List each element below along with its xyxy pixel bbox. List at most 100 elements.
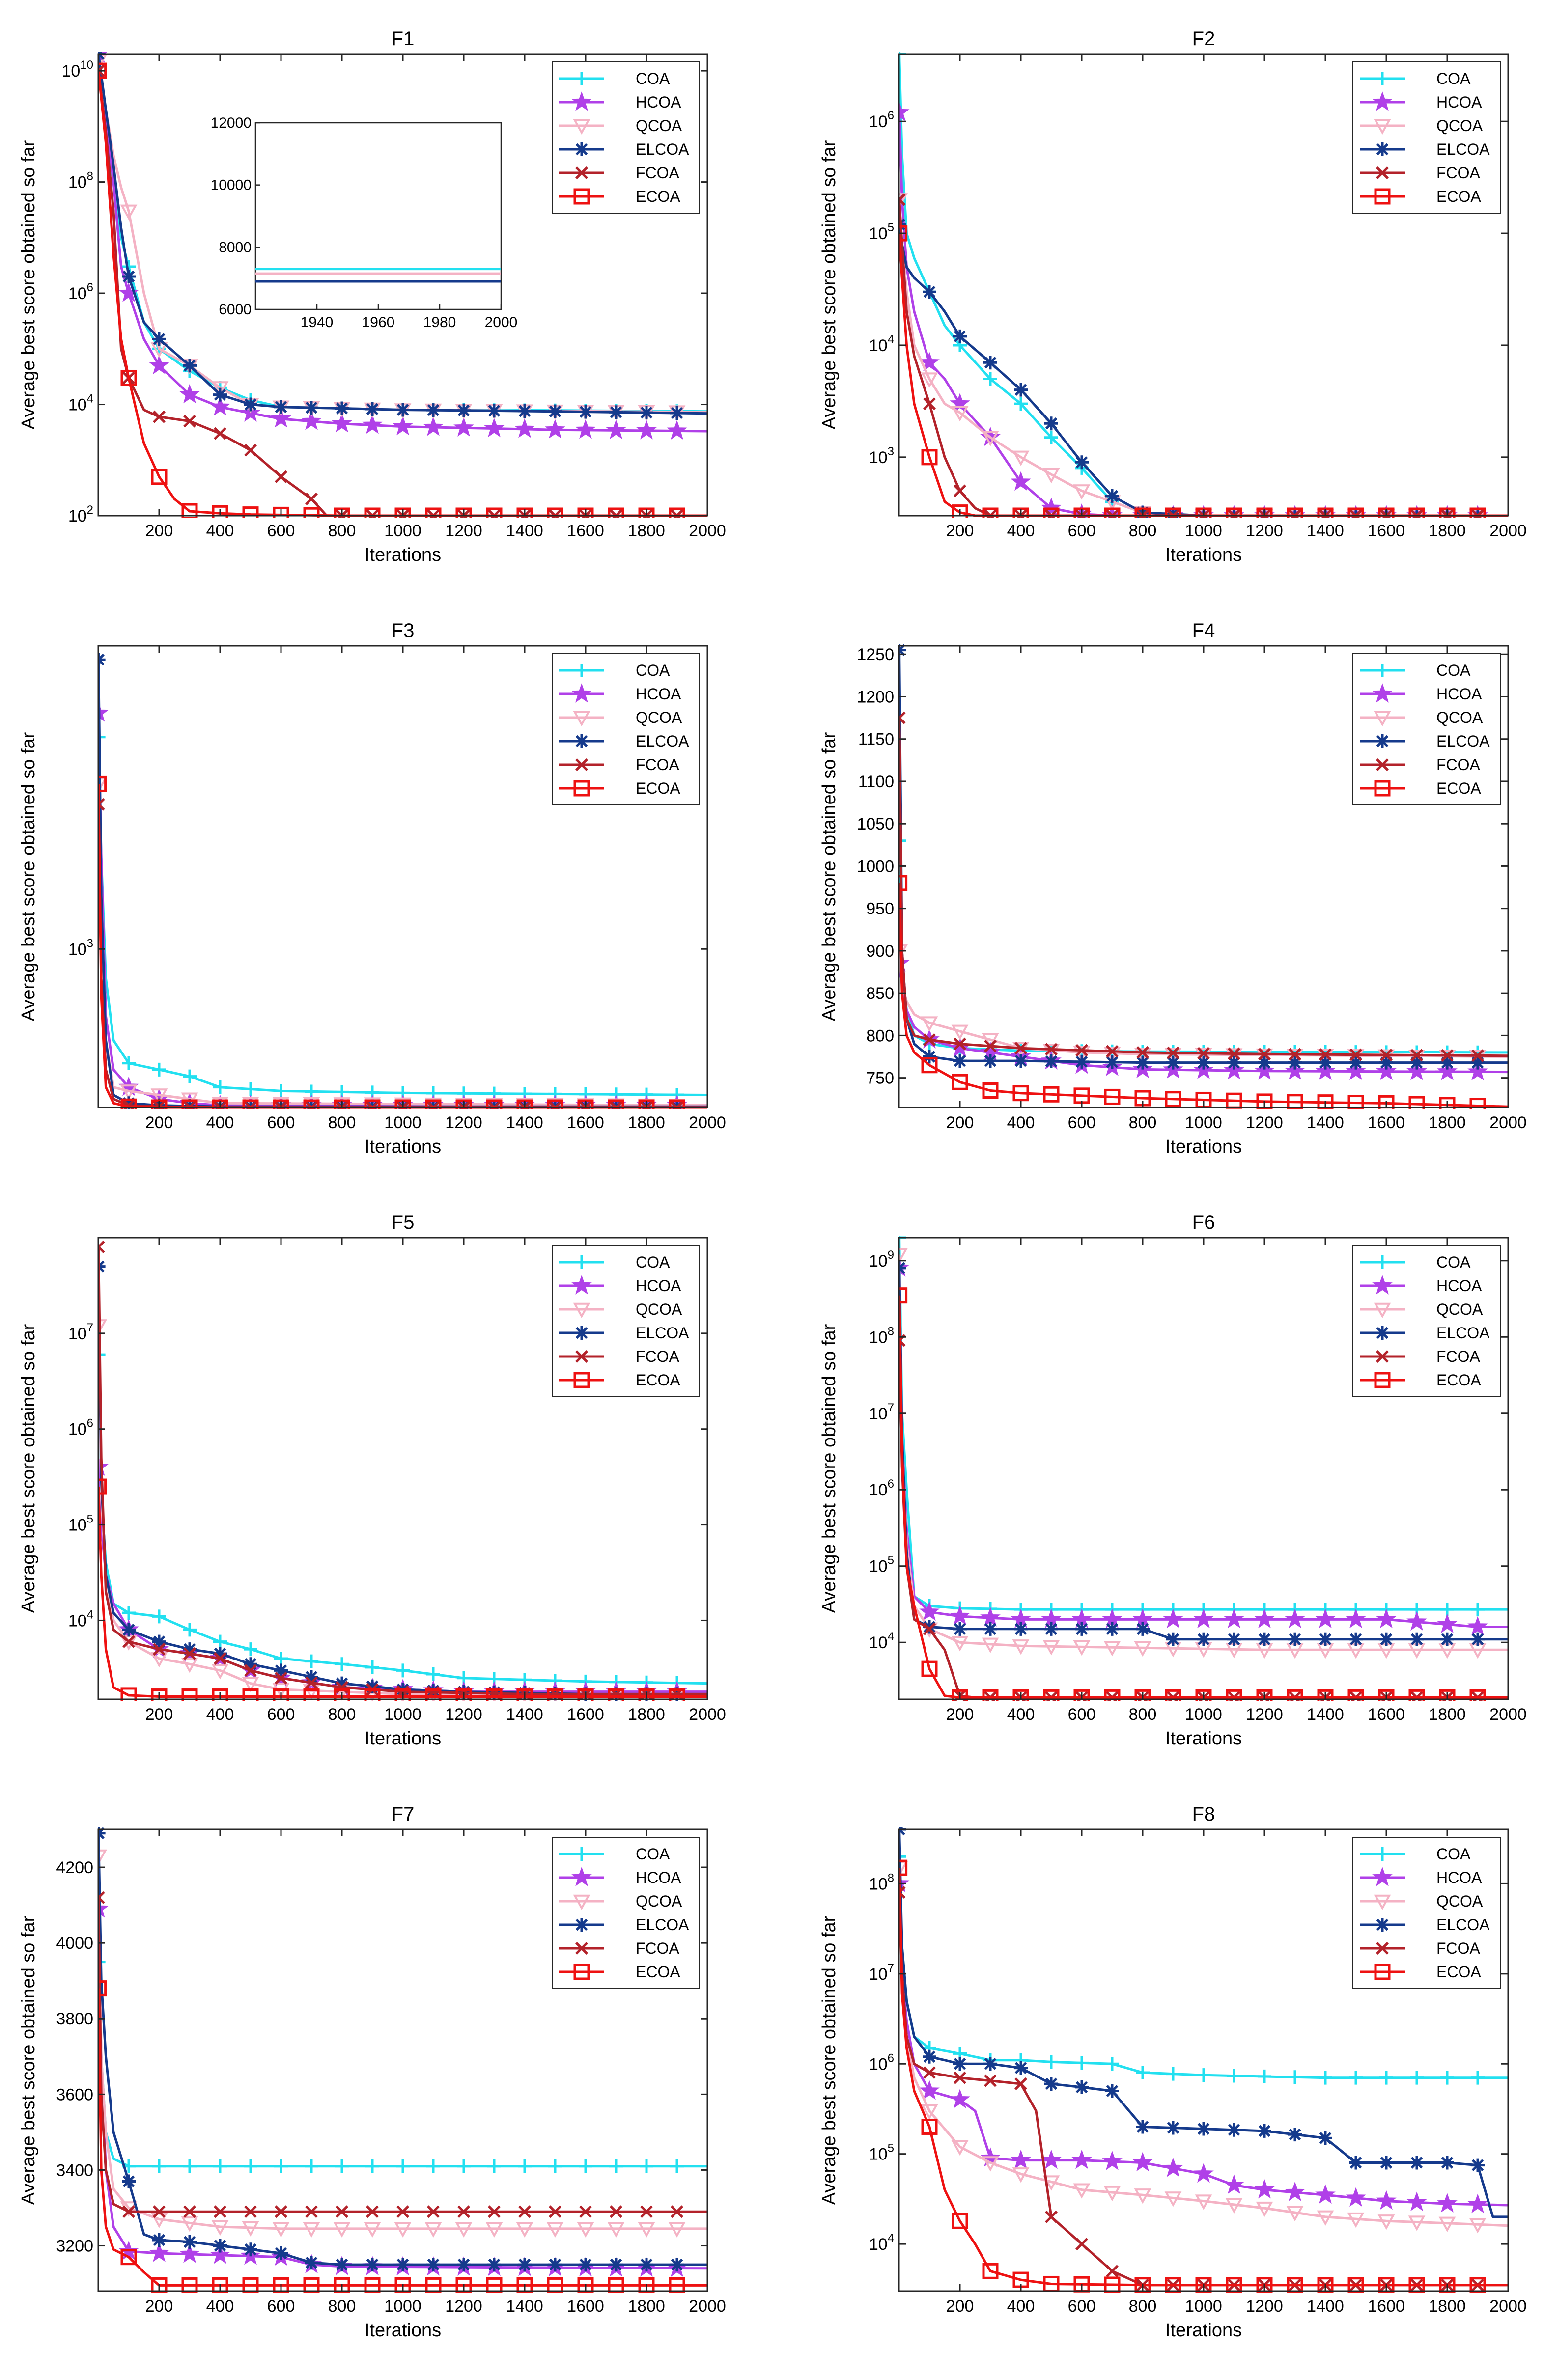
marker-ecoa (608, 1688, 624, 1701)
marker-elcoa (640, 2258, 653, 2272)
marker-ecoa (1408, 1689, 1425, 1701)
legend-marker-fcoa (1376, 758, 1389, 771)
legend-box (1352, 1245, 1501, 1397)
marker-hcoa (1376, 1608, 1397, 1629)
legend-marker-hcoa (571, 683, 592, 703)
legend-marker-hcoa (571, 91, 592, 111)
marker-fcoa (1106, 2265, 1119, 2278)
y-tick-label: 102 (68, 503, 93, 526)
legend-label-fcoa: FCOA (1436, 1939, 1481, 1957)
legend-label-coa: COA (636, 1253, 670, 1271)
marker-ecoa (120, 1098, 137, 1109)
marker-elcoa (548, 2258, 562, 2272)
marker-elcoa (579, 405, 592, 419)
chart-title: F5 (392, 1212, 415, 1233)
marker-elcoa (579, 2258, 592, 2272)
x-tick-label: 600 (267, 2297, 295, 2316)
marker-qcoa (577, 2222, 594, 2238)
marker-coa (152, 1062, 166, 1077)
legend-marker-elcoa (575, 734, 589, 748)
marker-hcoa (1437, 1061, 1458, 1080)
marker-qcoa (1073, 1640, 1091, 1656)
marker-ecoa (952, 504, 968, 518)
legend-marker-elcoa (1376, 734, 1389, 748)
marker-qcoa (120, 204, 138, 220)
legend-marker-coa (575, 72, 589, 85)
chart-title: F2 (1192, 28, 1215, 50)
marker-hcoa (271, 408, 291, 428)
x-tick-label: 400 (1007, 522, 1035, 540)
marker-elcoa (426, 403, 440, 417)
marker-coa (487, 2159, 501, 2173)
x-tick-label: 200 (946, 1705, 974, 1724)
inset-box (254, 122, 502, 310)
marker-ecoa (982, 1082, 999, 1099)
marker-elcoa (487, 2258, 501, 2272)
marker-ecoa (1287, 1689, 1303, 1701)
inset-chart: 1940 1960 1980 2000 6000 8000 10000 12000 (211, 115, 518, 331)
marker-ecoa (212, 1688, 228, 1701)
marker-qcoa (1469, 1050, 1487, 1066)
marker-elcoa (183, 359, 197, 373)
marker-qcoa (242, 2221, 259, 2237)
series-line-ecoa (899, 1868, 1508, 2287)
marker-fcoa (305, 1676, 318, 1689)
legend: COA HCOA QCOA ELCOA FCOA ECOA (552, 61, 700, 214)
x-tick-label: 2000 (689, 522, 726, 540)
y-tick-label: 900 (866, 942, 894, 961)
marker-fcoa (427, 2205, 440, 2218)
marker-qcoa (303, 1684, 320, 1700)
x-tick-label: 200 (946, 522, 974, 540)
x-tick-label: 1200 (445, 1705, 482, 1724)
marker-elcoa (953, 2057, 967, 2071)
marker-elcoa (1166, 1632, 1180, 1646)
marker-fcoa (244, 443, 257, 457)
marker-elcoa (923, 1620, 936, 1634)
legend-marker-qcoa (1374, 1894, 1391, 1910)
marker-hcoa (1376, 1060, 1397, 1080)
marker-fcoa (244, 2205, 257, 2218)
inset-y-tick-label: 8000 (219, 239, 252, 255)
marker-fcoa (923, 1622, 936, 1635)
marker-ecoa (1439, 1689, 1456, 1701)
x-tick-label: 200 (946, 1113, 974, 1132)
series-group (899, 1827, 1509, 2293)
marker-ecoa (486, 1688, 503, 1701)
marker-ecoa (1043, 1086, 1060, 1103)
marker-hcoa (1346, 1060, 1366, 1080)
marker-qcoa (1286, 1049, 1304, 1064)
legend-label-hcoa: HCOA (636, 685, 681, 703)
marker-ecoa (1347, 2277, 1364, 2293)
marker-hcoa (1163, 1608, 1183, 1629)
marker-ecoa (273, 2277, 289, 2293)
marker-qcoa (303, 2222, 320, 2238)
y-tick-label: 107 (869, 1401, 894, 1423)
marker-ecoa (242, 2277, 259, 2293)
marker-coa (152, 1609, 166, 1624)
marker-elcoa (305, 1670, 318, 1684)
marker-elcoa (1044, 2076, 1058, 2091)
marker-qcoa (150, 1652, 168, 1668)
marker-elcoa (1197, 1055, 1210, 1070)
x-tick-label: 1600 (1368, 1705, 1405, 1724)
marker-coa (1044, 430, 1058, 444)
marker-ecoa (181, 2277, 198, 2293)
x-tick-label: 800 (1129, 1113, 1157, 1132)
marker-elcoa (274, 1663, 288, 1678)
marker-ecoa (547, 1688, 563, 1701)
marker-elcoa (1379, 1632, 1393, 1646)
marker-hcoa (210, 2244, 230, 2264)
x-tick-label: 1200 (445, 522, 482, 540)
marker-elcoa (1044, 416, 1058, 431)
x-tick-label: 2000 (1489, 1113, 1527, 1132)
marker-elcoa (983, 2057, 997, 2071)
marker-fcoa (954, 1037, 966, 1051)
marker-ecoa (334, 1688, 350, 1701)
marker-elcoa (152, 1634, 166, 1649)
marker-ecoa (212, 505, 228, 518)
x-tick-label: 1000 (1185, 1705, 1222, 1724)
marker-elcoa (1105, 2084, 1119, 2098)
marker-coa (1105, 2057, 1119, 2071)
marker-hcoa (1467, 1616, 1488, 1636)
x-tick-label: 1000 (384, 1705, 421, 1724)
